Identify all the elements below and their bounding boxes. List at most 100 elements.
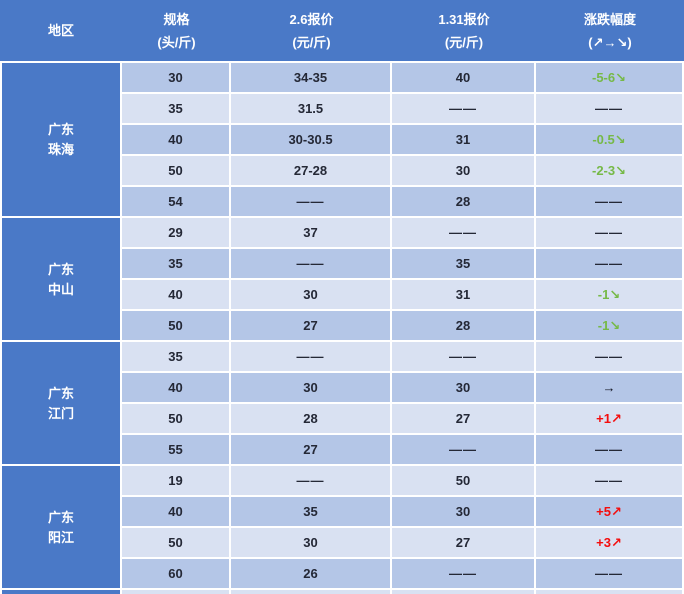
header-row: 地区 规格 (头/斤) 2.6报价 (元/斤) 1.31报价 (元/斤) 涨跌幅… bbox=[0, 0, 684, 61]
partial-cell bbox=[536, 590, 682, 594]
partial-next-row bbox=[2, 590, 682, 594]
header-spec-unit: (头/斤) bbox=[157, 34, 196, 50]
spec-cell: 29 bbox=[122, 218, 229, 247]
price-0206-cell: 30 bbox=[231, 280, 390, 309]
price-0131-cell: 35 bbox=[392, 249, 534, 278]
price-0131-cell: —— bbox=[392, 94, 534, 123]
price-0131-cell: —— bbox=[392, 342, 534, 371]
partial-cell bbox=[231, 590, 390, 594]
header-price-0206: 2.6报价 (元/斤) bbox=[231, 0, 392, 61]
price-0206-cell: —— bbox=[231, 187, 390, 216]
spec-cell: 40 bbox=[122, 125, 229, 154]
price-0131-cell: —— bbox=[392, 559, 534, 588]
price-0131-cell: —— bbox=[392, 435, 534, 464]
price-0206-cell: 26 bbox=[231, 559, 390, 588]
price-0131-cell: 31 bbox=[392, 125, 534, 154]
table-row: 广东 阳江 19 —— 50 —— bbox=[2, 466, 682, 588]
header-change-title: 涨跌幅度 bbox=[583, 11, 636, 27]
region-name-line: 广东 bbox=[47, 385, 74, 401]
table-row: 50 27 28 -1↘ bbox=[2, 311, 682, 340]
table-row: 40 30 31 -1↘ bbox=[2, 280, 682, 309]
header-price-0131-unit: (元/斤) bbox=[444, 34, 484, 50]
spec-cell: 55 bbox=[122, 435, 229, 464]
price-0206-cell: 27 bbox=[231, 435, 390, 464]
price-0206-cell: 34-35 bbox=[231, 63, 390, 92]
region-cell-partial bbox=[2, 590, 120, 594]
price-0206-cell: 27 bbox=[231, 311, 390, 340]
table-row: 50 27-28 30 -2-3↘ bbox=[2, 156, 682, 185]
change-cell: —— bbox=[536, 187, 682, 216]
spec-cell: 35 bbox=[122, 249, 229, 278]
price-0206-cell: 27-28 bbox=[231, 156, 390, 185]
spec-cell: 60 bbox=[122, 559, 229, 588]
change-cell: +1↗ bbox=[536, 404, 682, 433]
change-cell: → bbox=[536, 373, 682, 402]
header-price-0131: 1.31报价 (元/斤) bbox=[392, 0, 536, 61]
change-cell: —— bbox=[536, 342, 682, 371]
table-row: 广东 江门 35 —— —— —— bbox=[2, 342, 682, 464]
change-cell: —— bbox=[536, 559, 682, 588]
region-cell: 广东 珠海 bbox=[2, 63, 120, 216]
table-row: 35 31.5 —— —— bbox=[2, 94, 682, 123]
spec-cell: 54 bbox=[122, 187, 229, 216]
table-header: 地区 规格 (头/斤) 2.6报价 (元/斤) 1.31报价 (元/斤) 涨跌幅… bbox=[0, 0, 684, 61]
price-0131-cell: 30 bbox=[392, 156, 534, 185]
price-0206-cell: 31.5 bbox=[231, 94, 390, 123]
spec-cell: 50 bbox=[122, 404, 229, 433]
table-row: 50 30 27 +3↗ bbox=[2, 528, 682, 557]
table-body: 广东 珠海 30 34-35 40 -5-6↘ 35 31.5 —— —— 40 30-30.5 31-… bbox=[0, 61, 684, 594]
price-0131-cell: 40 bbox=[392, 63, 534, 92]
change-cell: -1↘ bbox=[536, 280, 682, 309]
price-0206-cell: —— bbox=[231, 342, 390, 371]
table-row: 广东 珠海 30 34-35 40 -5-6↘ bbox=[2, 63, 682, 216]
change-cell: -5-6↘ bbox=[536, 63, 682, 92]
table-row: 50 28 27 +1↗ bbox=[2, 404, 682, 433]
price-0206-cell: 37 bbox=[231, 218, 390, 247]
price-0131-cell: 30 bbox=[392, 497, 534, 526]
header-spec-title: 规格 bbox=[163, 11, 190, 27]
price-0131-cell: 28 bbox=[392, 187, 534, 216]
price-0131-cell: 31 bbox=[392, 280, 534, 309]
change-cell: —— bbox=[536, 466, 682, 495]
header-spec: 规格 (头/斤) bbox=[122, 0, 231, 61]
spec-cell: 19 bbox=[122, 466, 229, 495]
table-row: 55 27 —— —— bbox=[2, 435, 682, 464]
region-cell: 广东 阳江 bbox=[2, 466, 120, 588]
spec-cell: 35 bbox=[122, 94, 229, 123]
table-row: 40 30-30.5 31 -0.5↘ bbox=[2, 125, 682, 154]
spec-cell: 35 bbox=[122, 342, 229, 371]
header-change-arrows: (↗→↘) bbox=[588, 34, 632, 50]
price-0131-cell: 27 bbox=[392, 404, 534, 433]
spec-cell: 40 bbox=[122, 373, 229, 402]
header-region: 地区 bbox=[0, 0, 122, 61]
spec-cell: 50 bbox=[122, 156, 229, 185]
spec-cell: 30 bbox=[122, 63, 229, 92]
table-row: 35 —— 35 —— bbox=[2, 249, 682, 278]
region-name-line: 江门 bbox=[47, 405, 74, 421]
region-name-line: 广东 bbox=[47, 122, 74, 137]
region-name-line: 广东 bbox=[47, 261, 74, 277]
header-region-label: 地区 bbox=[47, 23, 74, 38]
change-cell: -2-3↘ bbox=[536, 156, 682, 185]
change-cell: —— bbox=[536, 435, 682, 464]
price-0206-cell: 28 bbox=[231, 404, 390, 433]
region-cell: 广东 中山 bbox=[2, 218, 120, 340]
change-cell: +5↗ bbox=[536, 497, 682, 526]
price-0131-cell: 30 bbox=[392, 373, 534, 402]
table-row: 40 30 30 → bbox=[2, 373, 682, 402]
change-cell: —— bbox=[536, 94, 682, 123]
region-name-line: 广东 bbox=[47, 509, 74, 525]
price-0131-cell: 28 bbox=[392, 311, 534, 340]
change-cell: —— bbox=[536, 218, 682, 247]
change-cell: -1↘ bbox=[536, 311, 682, 340]
spec-cell: 50 bbox=[122, 311, 229, 340]
price-0206-cell: 30-30.5 bbox=[231, 125, 390, 154]
header-change: 涨跌幅度 (↗→↘) bbox=[536, 0, 684, 61]
table-row: 60 26 —— —— bbox=[2, 559, 682, 588]
price-0206-cell: —— bbox=[231, 466, 390, 495]
partial-cell bbox=[122, 590, 229, 594]
table-row: 54 —— 28 —— bbox=[2, 187, 682, 216]
price-0206-cell: 30 bbox=[231, 528, 390, 557]
header-price-0206-title: 2.6报价 bbox=[289, 11, 334, 27]
